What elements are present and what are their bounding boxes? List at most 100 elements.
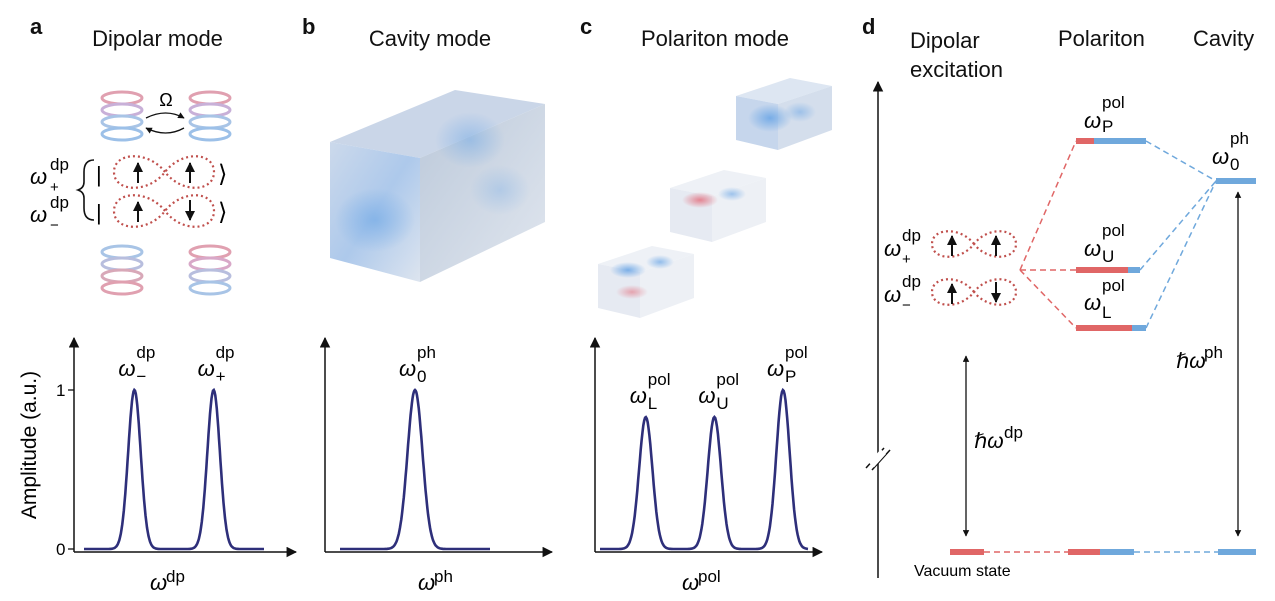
conn-dp-L [1019, 269, 1077, 329]
svg-text:ω: ω [418, 570, 435, 595]
svg-text:dp: dp [216, 343, 235, 362]
coupling-label: Ω [159, 90, 172, 110]
peak-label-a-1: ωdp + [198, 343, 235, 386]
level-L-label: ω pol L [1084, 276, 1125, 322]
svg-text:ω: ω [884, 236, 901, 261]
svg-text:dp: dp [50, 193, 69, 212]
svg-text:ω: ω [118, 356, 135, 381]
panel-a-illustration: Ω ω dp + ω dp − | ⟩ | ⟩ [30, 90, 232, 296]
svg-text:pol: pol [648, 370, 671, 389]
state-brace [75, 159, 95, 221]
a-x-label: ω dp [150, 567, 185, 595]
coil-top-left [100, 90, 144, 142]
coupling-arrow-left [145, 127, 185, 134]
svg-text:P: P [785, 367, 796, 386]
d-dp-plus-label: ω dp + [884, 226, 921, 268]
svg-text:pol: pol [716, 370, 739, 389]
panel-letter-d: d [862, 14, 876, 39]
d-col-dipolar-line1: Dipolar [910, 28, 980, 53]
svg-text:ω: ω [1212, 144, 1229, 169]
peak-label-b-0: ωph 0 [399, 343, 436, 386]
ket-close-plus: ⟩ [218, 161, 227, 188]
d-col-dipolar: Dipolar excitation [910, 26, 1003, 84]
axis-break-2 [871, 449, 891, 471]
svg-text:pol: pol [785, 343, 808, 362]
panel-letter-a: a [30, 14, 43, 39]
svg-text:ω: ω [698, 383, 715, 408]
svg-text:dp: dp [902, 226, 921, 245]
svg-text:pol: pol [1102, 221, 1125, 240]
svg-text:dp: dp [166, 567, 185, 586]
svg-text:dp: dp [136, 343, 155, 362]
b-x-label: ω ph [418, 567, 453, 595]
conn-L-cav [1145, 180, 1217, 329]
spectrum-line-c [600, 387, 809, 551]
polariton-cube-U [670, 170, 766, 242]
svg-text:−: − [50, 217, 59, 234]
peak-label-a-0: ωdp − [118, 343, 155, 386]
vacuum-polariton-dipolar [1068, 549, 1100, 555]
svg-text:+: + [216, 367, 226, 386]
svg-text:ω: ω [1084, 236, 1101, 261]
d-col-dipolar-line2: excitation [910, 57, 1003, 82]
a-y-label: Amplitude (a.u.) [18, 371, 41, 519]
svg-text:−: − [136, 367, 146, 386]
energy-diagram: ω dp + ω dp − ω pol P [865, 80, 1256, 580]
svg-text:ω: ω [1084, 290, 1101, 315]
conn-dp-P [1019, 140, 1077, 271]
panel-letter-b: b [302, 14, 316, 39]
d-loop-plus [930, 230, 1018, 258]
svg-text:ph: ph [1204, 343, 1223, 362]
svg-text:ph: ph [417, 343, 436, 362]
svg-text:P: P [1102, 117, 1113, 136]
ket-open-plus: | [96, 162, 102, 187]
panel-c-title: Polariton mode [641, 26, 789, 51]
svg-text:dp: dp [1004, 423, 1023, 442]
svg-text:L: L [1102, 303, 1111, 322]
polariton-cube-L [598, 246, 694, 318]
svg-text:ph: ph [1230, 129, 1249, 148]
cavity-cube [330, 90, 545, 282]
level-L-dipolar [1076, 325, 1132, 331]
svg-text:ℏω: ℏω [974, 430, 1004, 453]
coil-bottom-left [100, 244, 144, 296]
polariton-cube-P [736, 78, 832, 150]
d-loop-minus [930, 278, 1018, 306]
svg-text:dp: dp [50, 155, 69, 174]
svg-text:0: 0 [1230, 155, 1239, 174]
svg-text:ω: ω [884, 282, 901, 307]
svg-text:dp: dp [902, 272, 921, 291]
state-minus-label: ω dp − [30, 193, 69, 234]
a-y-tick-label-1: 1 [56, 381, 65, 400]
a-y-ticks: 01 [56, 381, 74, 559]
spectrum-line-b [340, 388, 490, 551]
svg-text:ω: ω [198, 356, 215, 381]
spectrum-line-a [84, 387, 264, 551]
svg-text:U: U [1102, 247, 1114, 266]
svg-text:+: + [50, 179, 59, 196]
svg-text:ω: ω [30, 202, 47, 227]
a-y-tick-label-0: 0 [56, 540, 65, 559]
coil-top-right [188, 90, 232, 142]
level-cavity [1216, 178, 1256, 184]
panel-a-title: Dipolar mode [92, 26, 223, 51]
svg-text:0: 0 [417, 367, 426, 386]
ket-close-minus: ⟩ [218, 199, 227, 226]
svg-text:pol: pol [1102, 276, 1125, 295]
level-U-dipolar [1076, 267, 1128, 273]
vacuum-cavity [1218, 549, 1256, 555]
c-x-label: ω pol [682, 567, 721, 595]
d-col-cavity: Cavity [1193, 26, 1255, 51]
panel-b-title: Cavity mode [368, 26, 492, 51]
loop-minus [112, 194, 216, 228]
svg-text:ω: ω [682, 570, 699, 595]
vacuum-polariton-cavity [1100, 549, 1134, 555]
vacuum-dipolar [950, 549, 984, 555]
panel-letter-c: c [580, 14, 593, 39]
level-P-cavity [1094, 138, 1146, 144]
d-dp-minus-label: ω dp − [884, 272, 921, 314]
